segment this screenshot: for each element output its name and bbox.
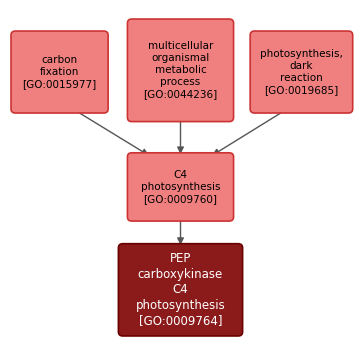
FancyBboxPatch shape <box>11 31 108 113</box>
Text: photosynthesis,
dark
reaction
[GO:0019685]: photosynthesis, dark reaction [GO:001968… <box>260 49 343 95</box>
FancyBboxPatch shape <box>127 19 234 122</box>
Text: carbon
fixation
[GO:0015977]: carbon fixation [GO:0015977] <box>22 55 97 89</box>
FancyBboxPatch shape <box>118 244 243 336</box>
Text: multicellular
organismal
metabolic
process
[GO:0044236]: multicellular organismal metabolic proce… <box>143 41 218 99</box>
Text: C4
photosynthesis
[GO:0009760]: C4 photosynthesis [GO:0009760] <box>141 170 220 204</box>
FancyBboxPatch shape <box>127 153 234 221</box>
FancyBboxPatch shape <box>250 31 353 113</box>
Text: PEP
carboxykinase
C4
photosynthesis
[GO:0009764]: PEP carboxykinase C4 photosynthesis [GO:… <box>136 252 225 327</box>
